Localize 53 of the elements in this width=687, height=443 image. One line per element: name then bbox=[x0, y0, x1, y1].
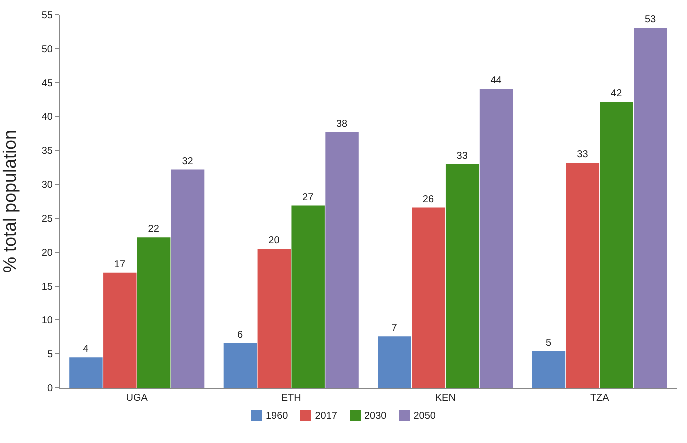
bar bbox=[104, 272, 137, 388]
bar bbox=[70, 358, 103, 388]
data-label: 26 bbox=[422, 194, 434, 206]
data-label: 53 bbox=[645, 14, 657, 26]
y-tick-label: 5 bbox=[47, 350, 54, 361]
bar bbox=[378, 336, 412, 388]
data-label: 22 bbox=[148, 224, 160, 236]
x-tick-label: UGA bbox=[126, 393, 148, 404]
y-tick-label: 40 bbox=[42, 112, 54, 124]
legend-label: 2017 bbox=[315, 411, 338, 422]
data-label: 5 bbox=[546, 338, 552, 350]
data-label: 32 bbox=[182, 156, 194, 168]
bar bbox=[600, 102, 634, 388]
bar bbox=[566, 163, 600, 388]
data-label: 17 bbox=[114, 259, 126, 270]
y-axis-title: % total population bbox=[0, 130, 20, 274]
y-tick-label: 55 bbox=[42, 10, 54, 22]
data-label: 33 bbox=[456, 150, 468, 162]
bar bbox=[480, 89, 514, 388]
bar bbox=[634, 28, 668, 388]
data-label: 27 bbox=[302, 192, 314, 204]
y-tick-label: 25 bbox=[42, 214, 54, 225]
x-tick-label: ETH bbox=[281, 393, 302, 404]
bar bbox=[171, 170, 205, 388]
y-tick-label: 0 bbox=[47, 384, 54, 394]
bar bbox=[326, 132, 359, 388]
bar bbox=[224, 343, 258, 388]
data-label: 38 bbox=[336, 119, 348, 130]
x-tick-label: TZA bbox=[590, 393, 610, 404]
data-label: 4 bbox=[83, 344, 90, 356]
legend-label: 1960 bbox=[266, 411, 288, 422]
legend-label: 2030 bbox=[364, 411, 387, 422]
bar bbox=[446, 164, 480, 388]
bar bbox=[137, 238, 171, 388]
bar bbox=[258, 249, 292, 388]
y-tick-label: 35 bbox=[42, 146, 54, 158]
data-label: 20 bbox=[268, 236, 280, 247]
data-label: 42 bbox=[611, 88, 623, 100]
y-tick-label: 10 bbox=[42, 316, 54, 327]
data-label: 6 bbox=[237, 330, 244, 341]
data-label: 7 bbox=[392, 323, 398, 334]
y-tick-label: 15 bbox=[42, 282, 54, 293]
y-tick-label: 30 bbox=[42, 180, 54, 192]
y-tick-label: 45 bbox=[42, 78, 54, 90]
x-tick-label: KEN bbox=[435, 393, 456, 404]
data-label: 44 bbox=[490, 76, 502, 87]
y-tick-label: 20 bbox=[42, 248, 54, 259]
y-tick-label: 50 bbox=[42, 44, 54, 56]
bar bbox=[412, 208, 446, 388]
bar bbox=[532, 352, 566, 388]
bar bbox=[292, 206, 325, 388]
data-label: 33 bbox=[577, 150, 589, 161]
legend-label: 2050 bbox=[414, 411, 436, 422]
